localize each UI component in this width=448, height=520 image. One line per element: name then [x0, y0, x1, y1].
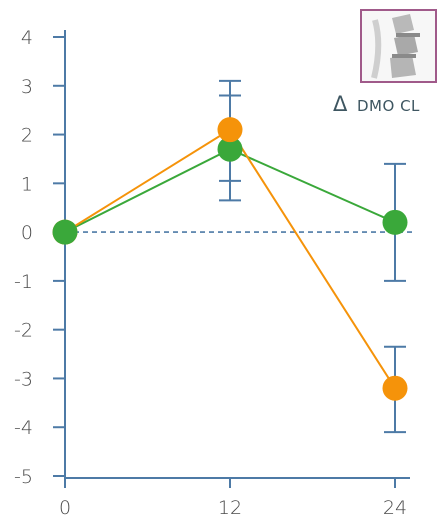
data-point-series-1: [382, 375, 408, 401]
data-point-series-0: [382, 209, 408, 235]
y-tick-label: 4: [21, 27, 33, 49]
data-points: [52, 117, 408, 401]
axes: 4 3 2 1 0 -1 -2 -3 -4 -5 0 12 24: [14, 27, 410, 519]
y-tick-label: -5: [14, 466, 33, 488]
y-tick-label: 3: [21, 76, 33, 98]
y-tick-label: 0: [21, 222, 33, 244]
spine-icon: [371, 14, 420, 79]
y-tick-label: 2: [21, 125, 33, 147]
data-point-series-0: [52, 219, 78, 245]
y-tick-label: -3: [14, 368, 33, 390]
legend-label: DMO CL: [357, 97, 420, 115]
y-tick-label: -4: [14, 417, 33, 439]
y-tick-label: 1: [21, 173, 33, 195]
data-point-series-1: [217, 117, 243, 143]
x-tick-label: 0: [59, 497, 71, 519]
y-tick-label: -2: [14, 320, 33, 342]
x-tick-label: 12: [218, 497, 242, 519]
x-tick-label: 24: [383, 497, 407, 519]
legend-delta-symbol: Δ: [333, 92, 348, 116]
error-bars: [219, 79, 406, 434]
legend: Δ DMO CL: [333, 9, 437, 116]
data-point-series-0: [217, 136, 243, 162]
y-tick-label: -1: [14, 271, 33, 293]
